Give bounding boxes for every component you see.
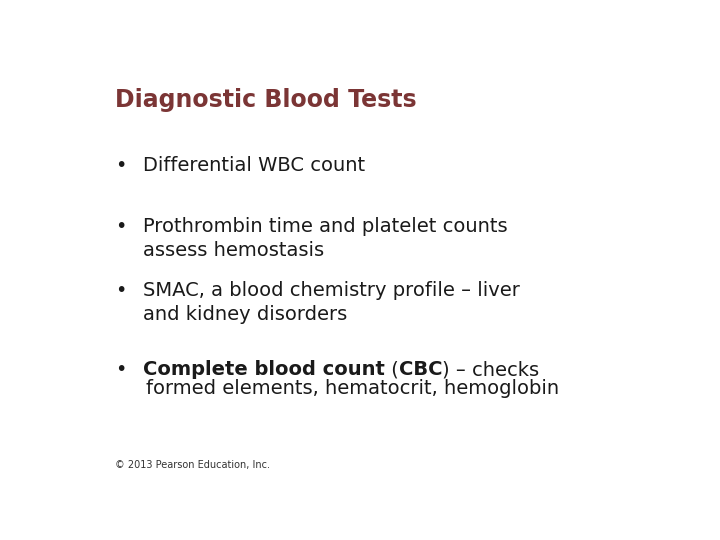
Text: Diagnostic Blood Tests: Diagnostic Blood Tests xyxy=(115,87,417,112)
Text: •: • xyxy=(115,217,127,235)
Text: Differential WBC count: Differential WBC count xyxy=(143,156,365,176)
Text: SMAC, a blood chemistry profile – liver
and kidney disorders: SMAC, a blood chemistry profile – liver … xyxy=(143,281,520,324)
Text: © 2013 Pearson Education, Inc.: © 2013 Pearson Education, Inc. xyxy=(115,460,270,470)
Text: •: • xyxy=(115,360,127,379)
Text: •: • xyxy=(115,281,127,300)
Text: CBC: CBC xyxy=(399,360,442,379)
Text: •: • xyxy=(115,156,127,176)
Text: Complete blood count: Complete blood count xyxy=(143,360,385,379)
Text: formed elements, hematocrit, hemoglobin: formed elements, hematocrit, hemoglobin xyxy=(145,379,559,398)
Text: ) – checks: ) – checks xyxy=(442,360,539,379)
Text: (: ( xyxy=(385,360,399,379)
Text: Prothrombin time and platelet counts
assess hemostasis: Prothrombin time and platelet counts ass… xyxy=(143,217,508,260)
